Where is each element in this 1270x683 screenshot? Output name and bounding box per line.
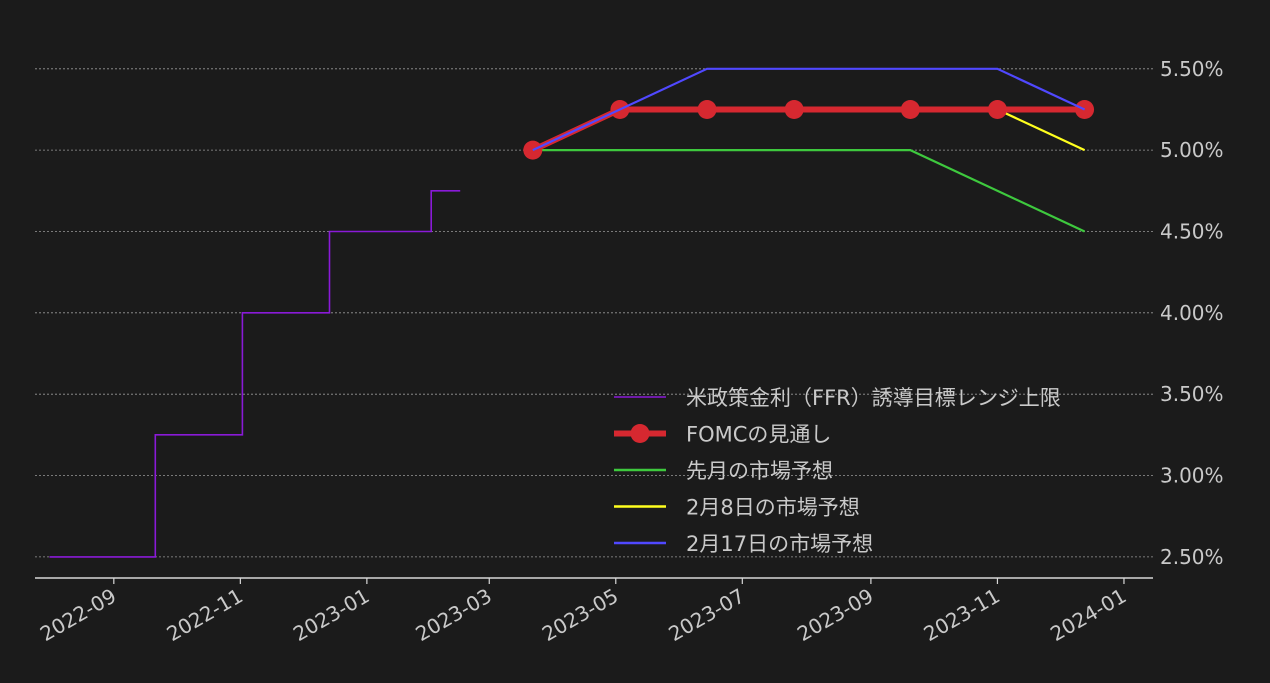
x-tick-label: 2023-01 (289, 584, 373, 647)
y-axis-tick-labels: 2.50% 3.00% 3.50% 4.00% 4.50% 5.00% 5.50% (1160, 57, 1224, 569)
series-line (49, 190, 461, 558)
y-tick-label: 3.00% (1160, 464, 1224, 488)
y-tick-label: 2.50% (1160, 545, 1224, 569)
legend-label: FOMCの見通し (686, 423, 831, 447)
y-tick-label: 3.50% (1160, 382, 1224, 406)
fomc-marker (784, 99, 804, 119)
series-lines (49, 67, 1095, 558)
x-tick-label: 2023-07 (664, 584, 748, 647)
fomc-marker (987, 99, 1007, 119)
fomc-marker (900, 99, 920, 119)
series-line (532, 149, 1086, 233)
grid-lines (35, 68, 1153, 558)
y-tick-label: 4.50% (1160, 219, 1224, 243)
legend-label: 米政策金利（FFR）誘導目標レンジ上限 (686, 386, 1061, 410)
x-tick-label: 2023-09 (793, 584, 877, 647)
legend-label: 2月8日の市場予想 (686, 496, 860, 520)
y-tick-label: 4.00% (1160, 301, 1224, 325)
legend-label: 先月の市場予想 (686, 459, 833, 483)
x-tick-label: 2023-11 (920, 584, 1004, 647)
x-tick-label: 2022-09 (36, 584, 120, 647)
x-tick-label: 2022-11 (162, 584, 246, 647)
y-tick-label: 5.00% (1160, 138, 1224, 162)
x-tick-label: 2023-05 (538, 584, 622, 647)
fomc-marker (697, 99, 717, 119)
y-tick-label: 5.50% (1160, 57, 1224, 81)
legend-label: 2月17日の市場予想 (686, 532, 873, 556)
legend-marker (630, 424, 650, 443)
x-tick-label: 2023-03 (411, 584, 495, 647)
x-tick-label: 2024-01 (1046, 584, 1130, 647)
fomc-marker (523, 140, 543, 160)
x-axis: 2022-09 2022-11 2023-01 2023-03 2023-05 2023-… (35, 577, 1153, 647)
series-line (532, 67, 1086, 152)
